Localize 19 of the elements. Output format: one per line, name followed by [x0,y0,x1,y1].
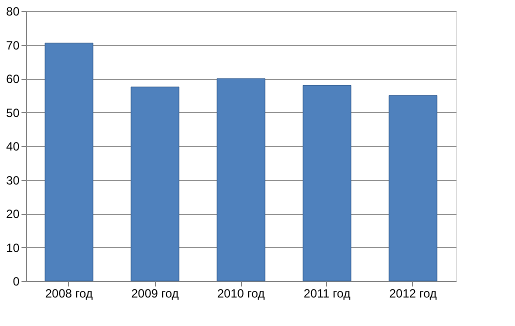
y-tick-label: 10 [6,240,20,255]
bar [130,86,180,282]
x-tick-label: 2010 год [217,286,265,300]
y-tick-label: 50 [6,106,20,120]
x-tick-label: 2008 год [45,286,93,300]
y-tick-label: 30 [6,173,20,188]
y-tick-label: 40 [6,140,20,154]
y-tick-label: 0 [12,274,20,288]
bar [388,95,438,282]
y-tick-label: 60 [6,72,20,86]
y-tick-label: 80 [6,4,20,18]
x-tick-label: 2009 год [131,286,179,300]
y-tick-label: 70 [6,38,20,52]
y-tick-label: 20 [6,207,20,221]
x-tick-label: 2012 год [389,286,437,300]
bar [302,85,352,282]
x-tick-label: 2011 год [304,286,350,300]
bar [44,42,94,282]
bar [216,78,266,282]
